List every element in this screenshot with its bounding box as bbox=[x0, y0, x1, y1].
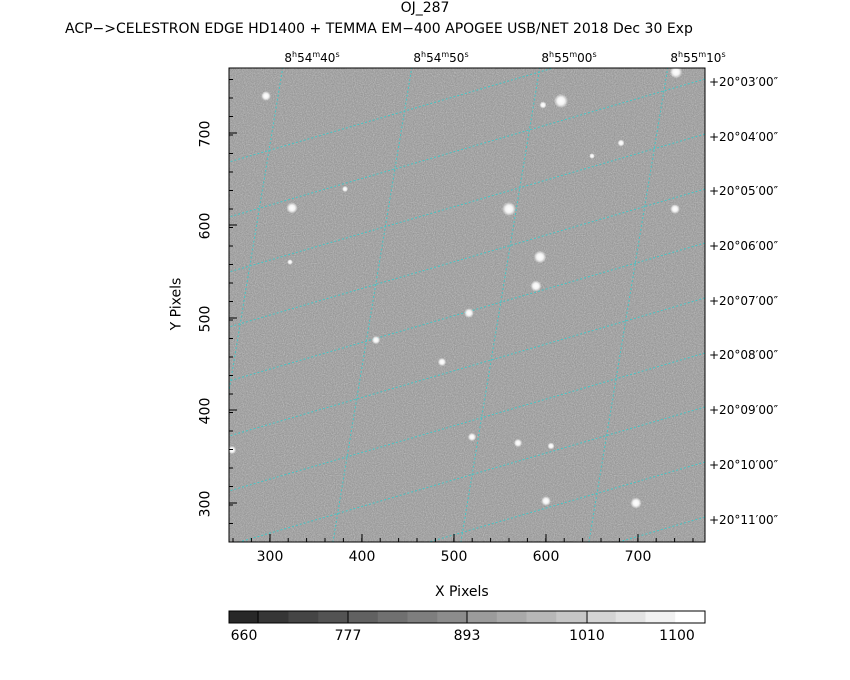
star bbox=[513, 438, 523, 448]
ra-grid-line bbox=[0, 0, 66, 680]
x-tick-600: 600 bbox=[532, 549, 560, 565]
star bbox=[541, 496, 551, 506]
colorbar-step bbox=[645, 611, 676, 623]
star bbox=[554, 94, 568, 108]
colorbar-step bbox=[348, 611, 379, 623]
colorbar-step bbox=[437, 611, 468, 623]
dec-label-1: +20°03′00″ bbox=[709, 75, 779, 89]
dec-grid-line bbox=[229, 297, 705, 437]
ra-grid-line bbox=[460, 68, 541, 542]
x-tick-700: 700 bbox=[624, 549, 652, 565]
axis-ticks bbox=[229, 79, 694, 543]
colorbar-step bbox=[496, 611, 527, 623]
star bbox=[547, 442, 555, 450]
stars bbox=[229, 68, 683, 509]
ra-label-4: 8h55m10s bbox=[670, 50, 726, 65]
ra-label-3: 8h55m00s bbox=[541, 50, 597, 65]
colorbar-step bbox=[556, 611, 587, 623]
star bbox=[286, 202, 298, 214]
colorbar-tick-2: 777 bbox=[334, 628, 362, 644]
star bbox=[341, 185, 349, 193]
colorbar-tick-5: 1100 bbox=[659, 628, 695, 644]
ra-grid-line bbox=[67, 0, 180, 680]
dec-label-6: +20°08′00″ bbox=[709, 348, 779, 362]
colorbar-step bbox=[258, 611, 289, 623]
star bbox=[437, 357, 447, 367]
dec-grid-line bbox=[229, 68, 556, 163]
dec-grid-line bbox=[229, 133, 705, 273]
y-tick-400: 400 bbox=[197, 397, 214, 425]
star bbox=[530, 280, 542, 292]
colorbar-step bbox=[615, 611, 646, 623]
colorbar-step bbox=[675, 611, 706, 623]
colorbar-step bbox=[318, 611, 349, 623]
x-tick-400: 400 bbox=[348, 549, 376, 565]
y-tick-700: 700 bbox=[197, 120, 214, 148]
dec-label-7: +20°09′00″ bbox=[709, 403, 779, 417]
y-tick-500: 500 bbox=[197, 305, 214, 333]
y-axis-label: Y Pixels bbox=[168, 277, 185, 331]
colorbar-tick-4: 1010 bbox=[569, 628, 605, 644]
colorbar-step bbox=[586, 611, 617, 623]
dec-label-8: +20°10′00″ bbox=[709, 458, 779, 472]
star bbox=[464, 308, 474, 318]
star bbox=[539, 101, 547, 109]
dec-label-5: +20°07′00″ bbox=[709, 294, 779, 308]
star bbox=[371, 335, 381, 345]
colorbar-step bbox=[377, 611, 408, 623]
coordinate-grid bbox=[0, 0, 705, 680]
image-subtitle: ACP−>CELESTRON EDGE HD1400 + TEMMA EM−40… bbox=[65, 21, 693, 37]
colorbar-step bbox=[229, 611, 260, 623]
x-axis-label: X Pixels bbox=[435, 584, 489, 600]
dec-grid-line bbox=[229, 188, 705, 328]
star bbox=[669, 68, 683, 79]
y-tick-300: 300 bbox=[197, 490, 214, 518]
dec-grid-line bbox=[229, 352, 705, 492]
colorbar-step bbox=[526, 611, 557, 623]
ra-label-1: 8h54m40s bbox=[284, 50, 340, 65]
colorbar-step bbox=[288, 611, 319, 623]
x-tick-500: 500 bbox=[440, 549, 468, 565]
dec-grid-line bbox=[237, 406, 705, 542]
dec-label-4: +20°06′00″ bbox=[709, 239, 779, 253]
star bbox=[670, 204, 680, 214]
star bbox=[467, 432, 477, 442]
colorbar bbox=[228, 610, 706, 624]
colorbar-tick-3: 893 bbox=[453, 628, 481, 644]
dec-label-3: +20°05′00″ bbox=[709, 184, 779, 198]
sky-image bbox=[229, 68, 705, 542]
image-title: OJ_287 bbox=[400, 0, 450, 16]
dec-label-9: +20°11′00″ bbox=[709, 513, 779, 527]
ra-grid-line bbox=[332, 68, 413, 542]
star bbox=[533, 250, 547, 264]
star bbox=[502, 202, 516, 216]
dec-grid-line bbox=[229, 242, 705, 382]
dec-label-2: +20°04′00″ bbox=[709, 130, 779, 144]
star bbox=[589, 153, 595, 159]
star bbox=[630, 497, 642, 509]
colorbar-tick-1: 660 bbox=[230, 628, 258, 644]
star bbox=[617, 139, 625, 147]
colorbar-step bbox=[407, 611, 438, 623]
ra-grid-line bbox=[229, 68, 284, 395]
star bbox=[261, 91, 271, 101]
dec-grid-line bbox=[229, 78, 705, 218]
ra-label-2: 8h54m50s bbox=[413, 50, 469, 65]
colorbar-step bbox=[467, 611, 498, 623]
x-tick-300: 300 bbox=[256, 549, 284, 565]
y-tick-600: 600 bbox=[197, 212, 214, 240]
star bbox=[287, 259, 293, 265]
image-frame bbox=[228, 67, 706, 543]
ra-grid-line bbox=[588, 68, 669, 542]
